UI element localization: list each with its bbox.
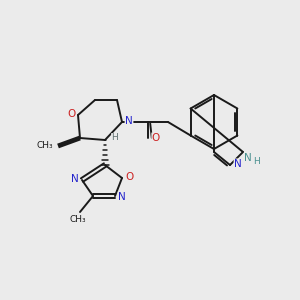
Text: O: O: [67, 109, 75, 119]
Text: N: N: [125, 116, 133, 126]
Text: N: N: [234, 159, 242, 169]
Text: N: N: [71, 174, 79, 184]
Text: N: N: [118, 192, 126, 202]
Text: O: O: [152, 133, 160, 143]
Text: CH₃: CH₃: [70, 215, 86, 224]
Text: N: N: [244, 153, 252, 163]
Text: CH₃: CH₃: [36, 142, 53, 151]
Text: O: O: [125, 172, 133, 182]
Text: H: H: [254, 158, 260, 166]
Text: H: H: [112, 134, 118, 142]
